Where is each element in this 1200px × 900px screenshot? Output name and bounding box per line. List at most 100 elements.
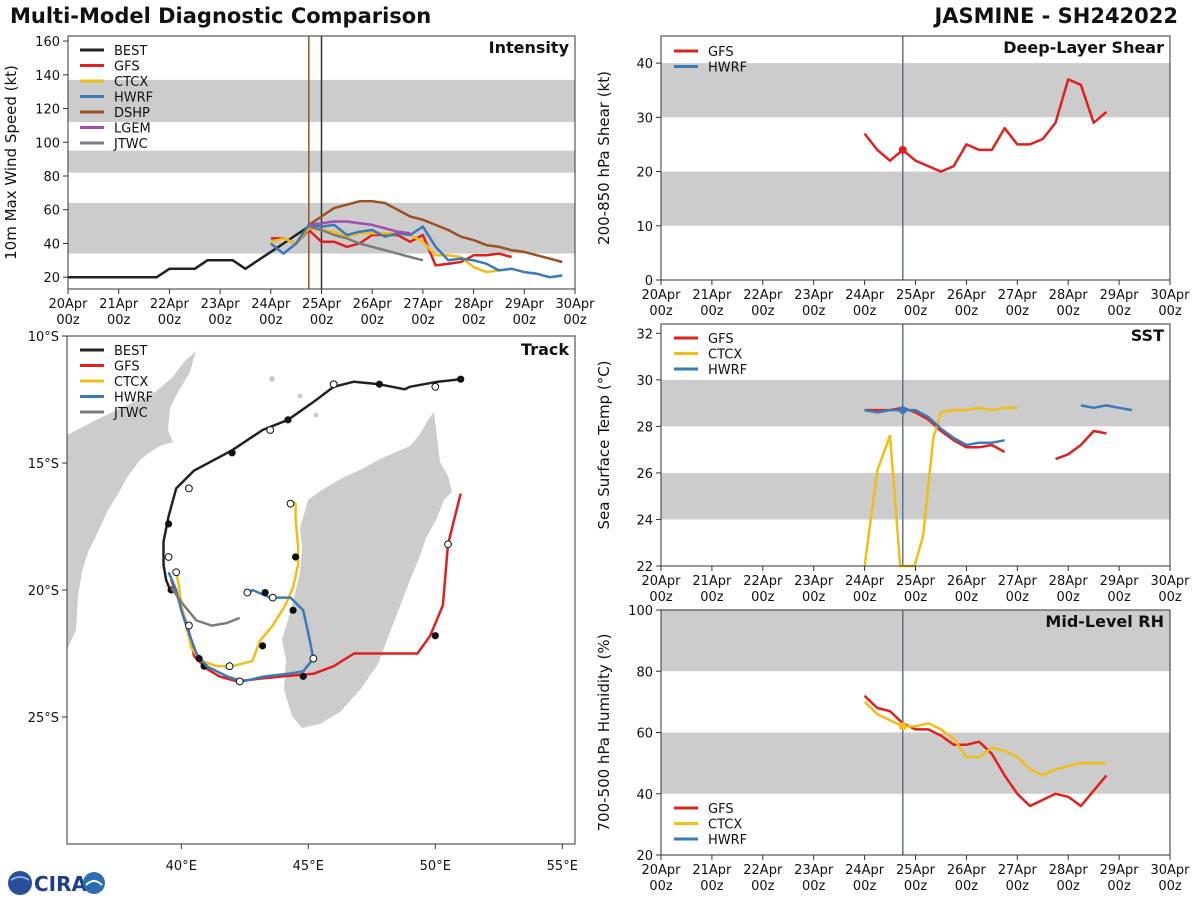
y-tick-label: 80: [43, 170, 60, 185]
x-tick-date: 25Apr: [896, 288, 936, 303]
track-point-best: [457, 375, 465, 383]
track-point-gfs: [444, 540, 452, 549]
track-point-hwrf: [243, 588, 252, 597]
legend-label-best: BEST: [114, 344, 147, 359]
x-tick-hour: 00z: [802, 879, 826, 894]
x-tick-date: 20Apr: [641, 288, 681, 303]
x-tick-hour: 00z: [1107, 879, 1131, 894]
track-point-hwrf: [185, 621, 193, 630]
shaded-band: [661, 63, 1170, 118]
y-tick-label: 20: [636, 849, 653, 864]
panel-title: Mid-Level RH: [1045, 612, 1164, 631]
x-tick-hour: 00z: [208, 313, 232, 328]
x-tick-hour: 00z: [1006, 879, 1030, 894]
x-tick-date: 29Apr: [505, 297, 545, 312]
x-tick-date: 21Apr: [99, 297, 139, 312]
x-tick-date: 27Apr: [998, 574, 1038, 589]
track-point-best: [284, 416, 292, 424]
x-tick-date: 23Apr: [201, 297, 241, 312]
x-tick-hour: 00z: [462, 313, 486, 328]
panel-title: SST: [1131, 326, 1164, 345]
track-line-jtwc: [170, 586, 241, 627]
x-tick-date: 28Apr: [1049, 288, 1089, 303]
track-point-hwrf: [195, 654, 203, 663]
x-tick-date: 25Apr: [896, 863, 936, 878]
legend-label-gfs: GFS: [708, 332, 734, 347]
x-tick-hour: 00z: [904, 590, 928, 605]
series-line-dshp: [308, 200, 563, 264]
track-point-ctcx: [225, 662, 234, 671]
track-line-hwrf: [167, 571, 315, 683]
x-tick-date: 25Apr: [896, 574, 936, 589]
y-axis-label: 200-850 hPa Shear (kt): [595, 71, 613, 245]
legend-label-gfs: GFS: [114, 360, 140, 375]
x-tick-date: 30Apr: [1150, 863, 1190, 878]
x-tick-date: 23Apr: [794, 863, 834, 878]
analysis-marker: [898, 145, 907, 154]
shaded-band: [661, 171, 1170, 226]
track-point-best: [228, 449, 236, 457]
legend-label-hwrf: HWRF: [708, 363, 747, 378]
longitude-label: 40°E: [166, 859, 197, 874]
x-tick-date: 22Apr: [743, 574, 783, 589]
cira-logo: CIRA: [8, 871, 105, 896]
y-tick-label: 60: [43, 204, 60, 219]
legend-label-hwrf: HWRF: [708, 61, 747, 76]
x-tick-date: 27Apr: [998, 863, 1038, 878]
x-tick-date: 20Apr: [48, 297, 88, 312]
x-tick-date: 26Apr: [947, 574, 987, 589]
series-line-best: [68, 225, 310, 279]
y-axis-label: Sea Surface Temp (°C): [595, 360, 613, 529]
x-tick-hour: 00z: [513, 313, 537, 328]
legend-label-hwrf: HWRF: [114, 91, 153, 106]
x-tick-hour: 00z: [310, 313, 334, 328]
series-line-ctcx: [270, 227, 500, 274]
x-tick-hour: 00z: [853, 590, 877, 605]
y-tick-label: 30: [636, 111, 653, 126]
track-point-gfs: [431, 632, 439, 640]
track-point-best: [185, 484, 193, 493]
x-tick-hour: 00z: [1006, 304, 1030, 319]
x-tick-hour: 00z: [649, 304, 673, 319]
y-axis-label: 10m Max Wind Speed (kt): [2, 65, 20, 260]
x-tick-date: 22Apr: [743, 863, 783, 878]
x-tick-hour: 00z: [1006, 590, 1030, 605]
legend-label-jtwc: JTWC: [113, 137, 148, 152]
x-tick-hour: 00z: [411, 313, 435, 328]
x-tick-date: 24Apr: [845, 574, 885, 589]
longitude-label: 55°E: [547, 859, 578, 874]
x-tick-date: 22Apr: [150, 297, 190, 312]
y-tick-label: 10: [636, 220, 653, 235]
agency-seal-icon: [83, 872, 105, 894]
comoros-island: [313, 412, 319, 418]
madagascar-landmass: [282, 412, 452, 728]
x-tick-hour: 00z: [1057, 879, 1081, 894]
legend-label-ctcx: CTCX: [114, 75, 148, 90]
x-tick-date: 25Apr: [302, 297, 342, 312]
legend-label-gfs: GFS: [114, 60, 140, 75]
x-tick-hour: 00z: [700, 304, 724, 319]
y-tick-label: 32: [636, 327, 653, 342]
shaded-band: [661, 379, 1170, 427]
x-tick-hour: 00z: [955, 304, 979, 319]
x-tick-hour: 00z: [955, 879, 979, 894]
x-tick-hour: 00z: [802, 304, 826, 319]
x-tick-hour: 00z: [563, 313, 587, 328]
x-tick-date: 29Apr: [1100, 574, 1140, 589]
track-point-hwrf: [268, 593, 277, 602]
x-tick-hour: 00z: [751, 304, 775, 319]
track-line-best: [162, 377, 461, 593]
x-tick-hour: 00z: [751, 590, 775, 605]
x-tick-date: 21Apr: [692, 863, 732, 878]
x-tick-date: 26Apr: [353, 297, 393, 312]
y-tick-label: 20: [43, 271, 60, 286]
legend-label-best: BEST: [114, 44, 147, 59]
analysis-marker: [898, 722, 907, 731]
x-tick-date: 27Apr: [403, 297, 443, 312]
x-tick-hour: 00z: [751, 879, 775, 894]
panel-title: Deep-Layer Shear: [1003, 38, 1164, 57]
y-tick-label: 120: [35, 103, 60, 118]
